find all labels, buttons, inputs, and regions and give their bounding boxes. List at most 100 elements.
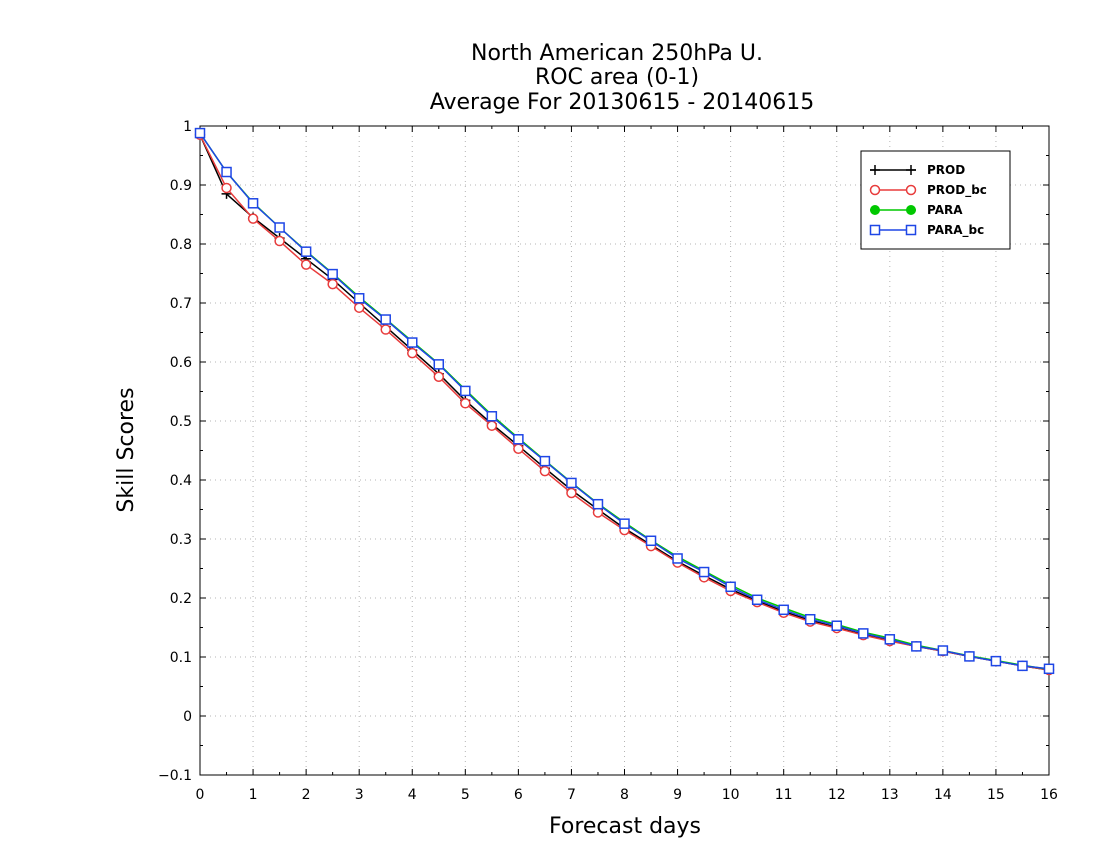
- data-point-para-bc: [327, 268, 338, 280]
- y-tick-label: 0.9: [170, 178, 192, 194]
- data-point-para-bc: [778, 604, 789, 616]
- data-point-para-bc: [858, 628, 869, 639]
- data-point-prod-bc: [566, 487, 577, 499]
- y-tick-label: 1: [183, 119, 192, 135]
- data-point-para-bc: [221, 166, 232, 178]
- data-point-para-bc: [804, 613, 816, 625]
- data-point-para-bc: [513, 434, 524, 445]
- data-point-para-bc: [486, 411, 498, 422]
- legend-marker-left: [869, 224, 881, 236]
- data-point-para-bc: [433, 359, 445, 370]
- legend-marker-right: [905, 224, 917, 236]
- legend-marker-right: [905, 184, 917, 196]
- x-axis-label: Forecast days: [549, 814, 701, 839]
- x-tick-label: 12: [828, 787, 846, 803]
- y-tick-label: 0.8: [170, 237, 192, 253]
- y-axis-label: Skill Scores: [114, 387, 139, 512]
- data-point-para-bc: [1043, 663, 1055, 675]
- data-point-para-bc: [672, 553, 683, 564]
- data-point-prod-bc: [460, 398, 471, 409]
- data-point-prod-bc: [433, 371, 445, 382]
- x-tick-label: 4: [408, 787, 417, 803]
- data-point-para-bc: [353, 293, 365, 304]
- legend-item-para-bc: PARA_bc: [869, 223, 984, 238]
- data-point-para-bc: [539, 455, 551, 467]
- legend-label-para-bc: PARA_bc: [927, 223, 984, 238]
- chart-title: North American 250hPa U. ROC area (0-1) …: [430, 41, 815, 115]
- x-tick-label: 10: [722, 787, 740, 803]
- legend-label-prod-bc: PROD_bc: [927, 183, 987, 198]
- data-point-para-bc: [380, 314, 391, 325]
- x-tick-label: 15: [987, 787, 1005, 803]
- data-point-prod-bc: [274, 235, 285, 247]
- x-tick-label: 7: [567, 787, 576, 803]
- y-tick-labels: −0.1 0 0.1 0.2 0.3 0.4 0.5 0.6 0.7 0.8 0.9 1: [158, 119, 192, 784]
- legend-marker-left: [869, 184, 881, 196]
- y-tick-label: 0.5: [170, 414, 192, 430]
- legend-marker-left: [870, 165, 880, 175]
- x-tick-label: 13: [881, 787, 899, 803]
- data-point-prod-bc: [300, 259, 312, 270]
- data-point-para-bc: [566, 477, 577, 489]
- data-point-para-bc: [1017, 660, 1028, 672]
- legend: PROD PROD_bc PARA PARA_bc: [860, 150, 1011, 250]
- x-tick-label: 14: [934, 787, 952, 803]
- legend-item-para: PARA: [870, 203, 963, 217]
- data-point-para-bc: [645, 535, 657, 547]
- data-point-para-bc: [751, 594, 763, 606]
- data-point-prod-bc: [539, 465, 551, 477]
- legend-item-prod-bc: PROD_bc: [869, 183, 987, 198]
- x-tick-label: 11: [775, 787, 793, 803]
- data-point-para-bc: [990, 655, 1002, 667]
- y-tick-label: 0.1: [170, 650, 192, 666]
- x-tick-label: 16: [1040, 787, 1058, 803]
- x-tick-label: 3: [355, 787, 364, 803]
- series-lines: [194, 127, 1055, 676]
- legend-label-para: PARA: [927, 203, 963, 217]
- data-point-prod-bc: [221, 182, 232, 194]
- legend-marker-right: [906, 205, 916, 215]
- x-tick-label: 6: [514, 787, 523, 803]
- data-point-para-bc: [698, 566, 710, 578]
- data-point-para-bc: [937, 645, 949, 656]
- data-point-prod-bc: [486, 420, 498, 431]
- data-point-para-bc: [194, 127, 206, 139]
- x-tick-label: 5: [461, 787, 470, 803]
- y-tick-label: 0: [183, 709, 192, 725]
- data-point-prod-bc: [353, 302, 365, 313]
- y-tick-label: 0.7: [170, 296, 192, 312]
- title-line-3: Average For 20130615 - 20140615: [430, 90, 815, 115]
- y-tick-label: 0.3: [170, 532, 192, 548]
- title-line-2: ROC area (0-1): [535, 65, 699, 90]
- data-point-para-bc: [725, 581, 736, 593]
- legend-box: [860, 150, 1011, 250]
- y-tick-label: 0.4: [170, 473, 192, 489]
- data-point-para-bc: [592, 498, 604, 510]
- y-tick-label: −0.1: [158, 768, 192, 784]
- data-point-para-bc: [911, 641, 922, 652]
- data-point-para-bc: [407, 337, 418, 348]
- legend-marker-right: [906, 165, 916, 175]
- grid-lines: [200, 126, 1049, 775]
- data-point-para-bc: [247, 198, 259, 209]
- legend-item-prod: PROD: [870, 163, 965, 177]
- x-tick-labels: 0 1 2 3 4 5 6 7 8 9 10 11 12 13 14 15 16: [196, 787, 1058, 803]
- data-point-prod-bc: [380, 324, 391, 335]
- x-tick-label: 1: [249, 787, 258, 803]
- legend-marker-left: [870, 205, 880, 215]
- x-tick-label: 8: [620, 787, 629, 803]
- x-tick-label: 9: [673, 787, 682, 803]
- data-point-para-bc: [831, 620, 842, 631]
- data-point-prod-bc: [327, 278, 338, 290]
- data-point-para-bc: [274, 222, 285, 233]
- data-point-para-bc: [619, 518, 630, 529]
- y-tick-label: 0.6: [170, 355, 192, 371]
- y-tick-label: 0.2: [170, 591, 192, 607]
- legend-label-prod: PROD: [927, 163, 965, 177]
- series-para-bc: [194, 127, 1055, 675]
- data-point-para-bc: [300, 246, 312, 257]
- data-point-prod-bc: [407, 347, 418, 359]
- title-line-1: North American 250hPa U.: [471, 41, 763, 66]
- data-point-para-bc: [460, 385, 471, 397]
- data-point-para-bc: [964, 651, 975, 662]
